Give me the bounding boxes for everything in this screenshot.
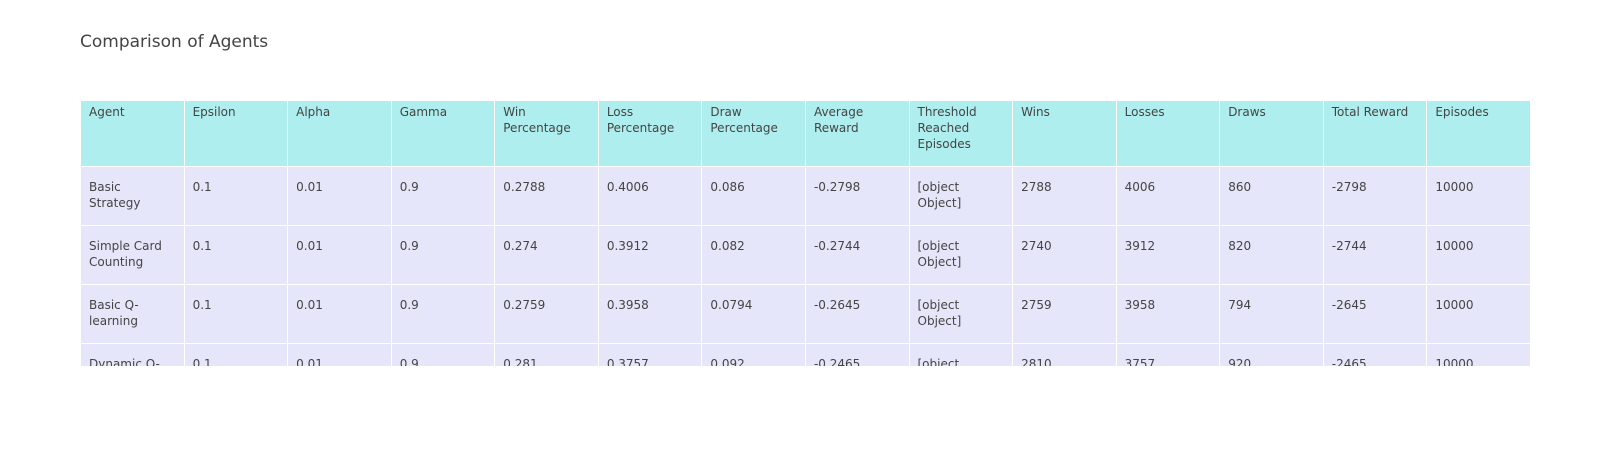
table-row: Dynamic Q-learning0.10.010.90.2810.37570…	[80, 343, 1530, 366]
table-cell: [object Object]	[908, 166, 1014, 226]
table-cell: [object Object]	[908, 343, 1014, 366]
table-cell: 0.3958	[597, 284, 703, 344]
table-cell: 860	[1219, 166, 1324, 226]
table-cell: 2740	[1012, 225, 1117, 285]
table-cell: 10000	[1426, 225, 1530, 285]
table-cell: -0.2645	[804, 284, 910, 344]
table-cell: 0.281	[494, 343, 599, 366]
column-header: Loss Percentage	[597, 100, 703, 167]
table-cell: 0.1	[183, 343, 289, 366]
table-cell: 0.01	[287, 284, 392, 344]
table-cell: 0.01	[287, 343, 392, 366]
table-cell: -2645	[1322, 284, 1428, 344]
table-cell: 0.092	[701, 343, 806, 366]
table-cell: 0.1	[183, 166, 289, 226]
table-cell: Basic Strategy	[80, 166, 185, 226]
column-header: Gamma	[390, 100, 496, 167]
table-cell: 0.9	[390, 225, 496, 285]
table-cell: 0.9	[390, 284, 496, 344]
column-header: Episodes	[1426, 100, 1530, 167]
table-cell: -0.2744	[804, 225, 910, 285]
table-cell: 0.0794	[701, 284, 806, 344]
table-cell: [object Object]	[908, 225, 1014, 285]
column-header: Alpha	[287, 100, 392, 167]
table-cell: 0.9	[390, 343, 496, 366]
column-header: Draw Percentage	[701, 100, 806, 167]
table-cell: Basic Q-learning	[80, 284, 185, 344]
table-cell: 0.3912	[597, 225, 703, 285]
table-cell: 0.086	[701, 166, 806, 226]
column-header: Win Percentage	[494, 100, 599, 167]
table-row: Basic Strategy 0.1 0.01 0.9 0.2788 0.4006 0.08…	[80, 166, 1530, 226]
column-header: Average Reward	[804, 100, 910, 167]
table-row: Simple Card Counting 0.1 0.01 0.9 0.274 0.391…	[80, 225, 1530, 285]
column-header: Threshold Reached Episodes	[908, 100, 1014, 167]
table-cell: 10000	[1426, 166, 1530, 226]
table-cell: 3958	[1115, 284, 1221, 344]
table-cell: 2810	[1012, 343, 1117, 366]
table-cell: -2798	[1322, 166, 1428, 226]
table-cell: 2788	[1012, 166, 1117, 226]
table-cell: -2744	[1322, 225, 1428, 285]
column-header: Losses	[1115, 100, 1221, 167]
table-cell: 0.082	[701, 225, 806, 285]
table-cell: 820	[1219, 225, 1324, 285]
table-cell: 10000	[1426, 343, 1530, 366]
chart-title: Comparison of Agents	[80, 32, 269, 52]
table-cell: 2759	[1012, 284, 1117, 344]
table-cell: 0.2759	[494, 284, 599, 344]
table-cell: 3757	[1115, 343, 1221, 366]
column-header: Total Reward	[1322, 100, 1428, 167]
table-cell: 3912	[1115, 225, 1221, 285]
table-cell: 920	[1219, 343, 1324, 366]
column-header: Agent	[80, 100, 185, 167]
table-cell: 794	[1219, 284, 1324, 344]
table-cell: -0.2465	[804, 343, 910, 366]
table-cell: Simple Card Counting	[80, 225, 185, 285]
table-cell: 0.9	[390, 166, 496, 226]
table-cell: 0.3757	[597, 343, 703, 366]
table-cell: -0.2798	[804, 166, 910, 226]
table-cell: 0.2788	[494, 166, 599, 226]
table-cell: 0.01	[287, 166, 392, 226]
table-cell: 0.1	[183, 225, 289, 285]
header-row: Agent Epsilon Alpha Gamma Win Percentage Loss…	[80, 100, 1530, 167]
table-cell: 0.4006	[597, 166, 703, 226]
column-header: Wins	[1012, 100, 1117, 167]
table-cell: 0.1	[183, 284, 289, 344]
table-cell: Dynamic Q-learning	[80, 343, 185, 366]
column-header: Draws	[1219, 100, 1324, 167]
table-cell: [object Object]	[908, 284, 1014, 344]
table-row: Basic Q-learning 0.1 0.01 0.9 0.2759 0.3958 0.…	[80, 284, 1530, 344]
column-header: Epsilon	[183, 100, 289, 167]
table-cell: 0.01	[287, 225, 392, 285]
table-cell: 10000	[1426, 284, 1530, 344]
table-cell: -2465	[1322, 343, 1428, 366]
comparison-table: Agent Epsilon Alpha Gamma Win Percentage Loss…	[80, 100, 1530, 366]
table-cell: 4006	[1115, 166, 1221, 226]
table-cell: 0.274	[494, 225, 599, 285]
table-body: Basic Strategy 0.1 0.01 0.9 0.2788 0.4006 0.08…	[80, 166, 1530, 366]
comparison-table-container: Agent Epsilon Alpha Gamma Win Percentage Loss…	[80, 100, 1530, 366]
